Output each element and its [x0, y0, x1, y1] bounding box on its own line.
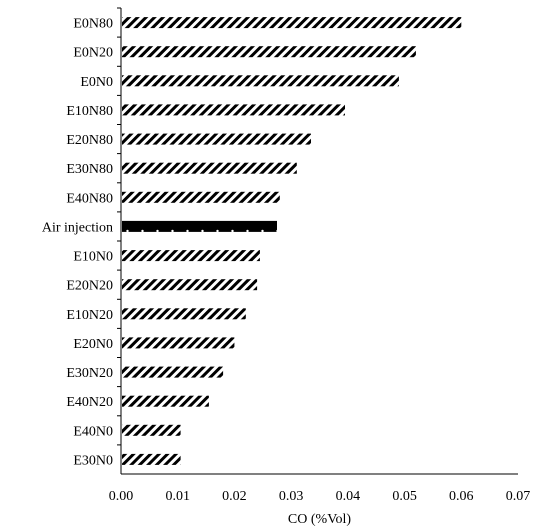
- category-label: E40N20: [66, 395, 113, 410]
- x-tick-label: 0.02: [222, 489, 247, 504]
- bar-e10n20: [122, 308, 246, 320]
- category-labels: E0N80 E0N20 E0N0 E10N80 E20N80 E30N80 E40N80 Ai…: [42, 17, 113, 469]
- bar-e30n20: [122, 366, 224, 378]
- x-tick-label: 0.06: [449, 489, 474, 504]
- axes-group: [117, 7, 518, 475]
- category-label: E10N0: [73, 250, 113, 265]
- category-label: E10N80: [66, 104, 113, 119]
- x-tick-label: 0.05: [392, 489, 417, 504]
- x-tick-label: 0.03: [279, 489, 304, 504]
- x-tick-label: 0.00: [109, 489, 134, 504]
- bar-e10n0: [122, 250, 260, 262]
- category-label: E40N0: [73, 424, 113, 439]
- bar-e10n80: [122, 104, 345, 116]
- bar-e20n20: [122, 279, 258, 291]
- category-label: E30N20: [66, 366, 113, 381]
- category-label: E30N0: [73, 453, 113, 468]
- bar-e0n0: [122, 75, 399, 87]
- bar-e30n80: [122, 162, 297, 174]
- bar-e0n20: [122, 46, 416, 58]
- x-tick-labels: 0.00 0.01 0.02 0.03 0.04 0.05 0.06 0.07: [109, 489, 531, 504]
- category-label: E0N0: [80, 75, 113, 90]
- bar-e40n80: [122, 191, 280, 203]
- category-label: E30N80: [66, 162, 113, 177]
- bar-e20n80: [122, 133, 311, 145]
- bar-e30n0: [122, 453, 181, 465]
- category-label: E0N80: [73, 17, 113, 32]
- bar-e40n0: [122, 424, 181, 436]
- category-label: E40N80: [66, 191, 113, 206]
- bar-e0n80: [122, 17, 462, 29]
- category-label: E0N20: [73, 46, 113, 61]
- bar-e20n0: [122, 337, 235, 349]
- x-tick-label: 0.04: [336, 489, 361, 504]
- bar-air-injection: [122, 220, 277, 232]
- bar-e40n20: [122, 395, 209, 407]
- category-label: E20N80: [66, 133, 113, 148]
- category-label: E20N20: [66, 279, 113, 294]
- category-label: Air injection: [42, 220, 113, 235]
- x-tick-label: 0.01: [165, 489, 190, 504]
- category-label: E20N0: [73, 337, 113, 352]
- category-label: E10N20: [66, 308, 113, 323]
- bars-group: [122, 17, 462, 465]
- x-tick-label: 0.07: [506, 489, 531, 504]
- x-axis-title: CO (%Vol): [288, 512, 351, 527]
